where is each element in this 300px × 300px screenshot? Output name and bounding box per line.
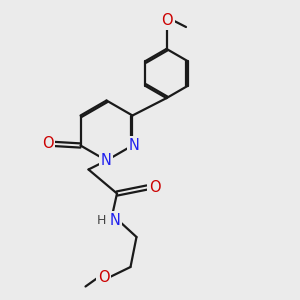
Text: N: N <box>100 153 111 168</box>
Text: O: O <box>42 136 53 152</box>
Text: N: N <box>109 213 120 228</box>
Text: O: O <box>149 180 160 195</box>
Text: H: H <box>97 214 106 227</box>
Text: O: O <box>98 270 109 285</box>
Text: N: N <box>128 138 140 153</box>
Text: O: O <box>161 13 173 28</box>
